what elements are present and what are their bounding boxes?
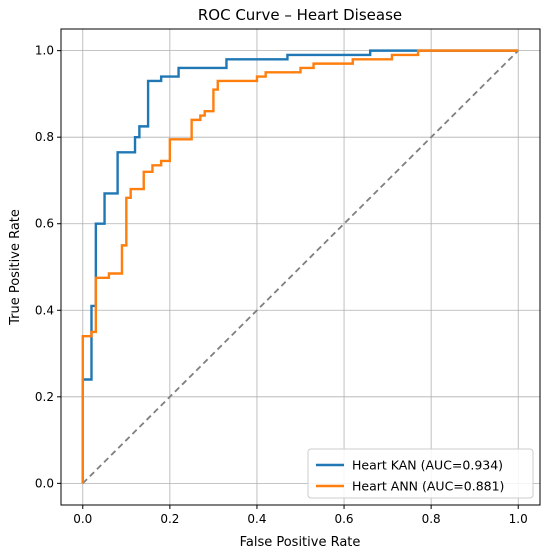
y-tick-label: 0.4: [35, 303, 54, 317]
legend-entry-label: Heart KAN (AUC=0.934): [352, 458, 503, 473]
legend: Heart KAN (AUC=0.934) Heart ANN (AUC=0.88…: [307, 448, 534, 499]
x-tick-label: 1.0: [509, 512, 528, 526]
y-tick-label: 1.0: [35, 44, 54, 58]
legend-entry-label: Heart ANN (AUC=0.881): [352, 479, 504, 494]
x-tick-label: 0.2: [160, 512, 179, 526]
reference-line: [82, 49, 519, 485]
plot-frame: [60, 28, 541, 506]
x-tick-label: 0.4: [247, 512, 266, 526]
x-tick-label: 0.0: [73, 512, 92, 526]
x-tick-label: 0.8: [422, 512, 441, 526]
series-group: [81, 49, 519, 484]
x-tick-label: 0.6: [334, 512, 353, 526]
y-axis-ticks: 0.0 0.2 0.4 0.6 0.8 1.0: [35, 44, 61, 490]
y-tick-label: 0.2: [35, 390, 54, 404]
chart-title: ROC Curve – Heart Disease: [198, 6, 402, 24]
x-axis-ticks: 0.0 0.2 0.4 0.6 0.8 1.0: [73, 505, 528, 526]
x-axis-label: False Positive Rate: [240, 535, 361, 550]
reference-diagonal-line: [82, 49, 519, 485]
grid: [61, 29, 540, 505]
series-line-ann: [81, 49, 519, 484]
y-tick-label: 0.8: [35, 130, 54, 144]
y-axis-label: True Positive Rate: [8, 209, 23, 326]
y-tick-label: 0.6: [35, 217, 54, 231]
y-tick-label: 0.0: [35, 476, 54, 490]
legend-box: [307, 448, 534, 499]
